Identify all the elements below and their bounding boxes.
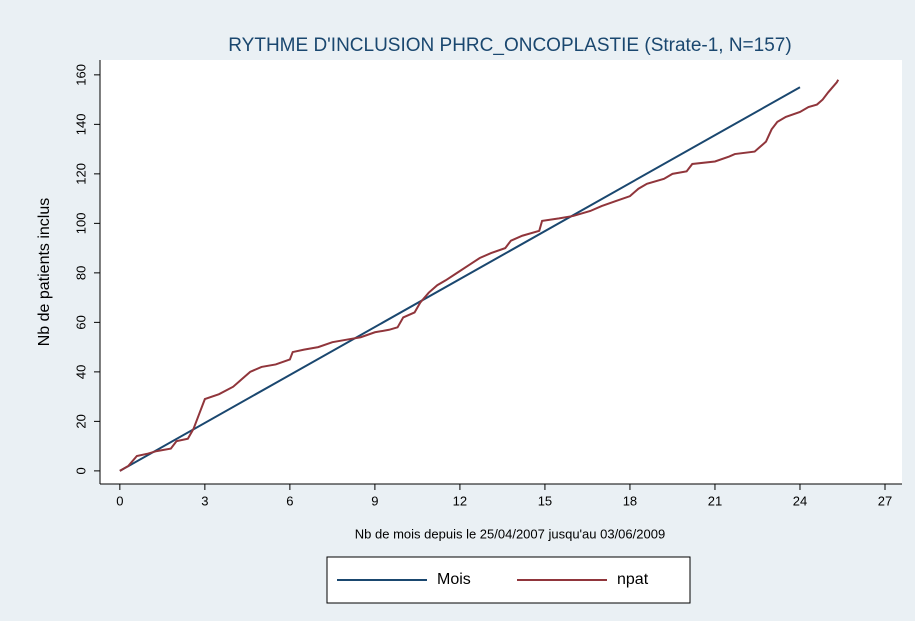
chart-title: RYTHME D'INCLUSION PHRC_ONCOPLASTIE (Str… <box>228 35 791 56</box>
series-line <box>119 79 840 472</box>
x-tick-label: 18 <box>623 493 637 508</box>
series-line <box>119 86 801 472</box>
x-tick-label: 9 <box>371 493 378 508</box>
y-tick-label: 0 <box>73 467 88 474</box>
y-tick-label: 60 <box>73 315 88 329</box>
legend-label: npat <box>617 571 649 588</box>
x-tick-label: 6 <box>286 493 293 508</box>
plot-area <box>100 60 902 484</box>
x-tick-label: 21 <box>708 493 722 508</box>
y-tick-label: 100 <box>73 213 88 235</box>
y-tick-label: 160 <box>73 64 88 86</box>
legend-label: Mois <box>437 571 471 588</box>
x-axis-label: Nb de mois depuis le 25/04/2007 jusqu'au… <box>355 526 665 541</box>
x-tick-label: 27 <box>878 493 892 508</box>
y-tick-label: 20 <box>73 414 88 428</box>
y-tick-label: 40 <box>73 365 88 379</box>
x-tick-label: 15 <box>538 493 552 508</box>
y-tick-label: 120 <box>73 163 88 185</box>
x-tick-label: 24 <box>793 493 807 508</box>
x-tick-label: 0 <box>116 493 123 508</box>
y-axis-label: Nb de patients inclus <box>36 198 53 347</box>
y-tick-label: 80 <box>73 266 88 280</box>
x-tick-label: 12 <box>453 493 467 508</box>
x-tick-label: 3 <box>201 493 208 508</box>
y-tick-label: 140 <box>73 114 88 136</box>
